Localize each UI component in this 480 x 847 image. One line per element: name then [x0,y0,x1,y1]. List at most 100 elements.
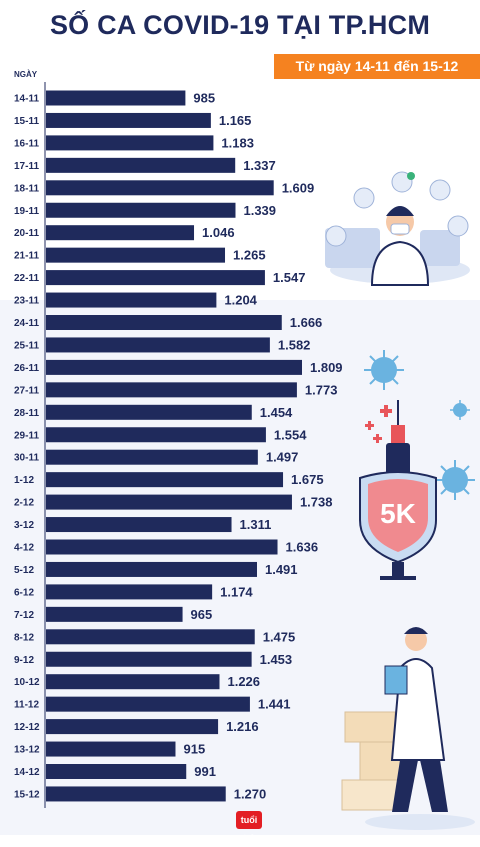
bar [46,292,217,308]
value-label: 965 [191,607,213,622]
category-label: 26-11 [14,363,39,374]
value-label: 1.204 [224,293,257,308]
bar [46,764,187,779]
category-label: 19-11 [14,206,39,217]
bar [46,112,211,128]
value-label: 1.226 [227,674,260,689]
category-label: 29-11 [14,430,39,441]
bar [46,606,183,622]
bar [46,539,278,555]
bar [46,135,214,151]
bar [46,494,292,510]
bar [46,427,266,443]
value-label: 1.491 [265,562,298,577]
category-label: 28-11 [14,408,39,419]
bar [46,449,258,465]
value-label: 1.174 [220,584,253,599]
bar [46,315,282,330]
bar [46,696,250,712]
value-label: 1.454 [260,405,293,420]
value-label: 1.773 [305,382,338,397]
plus-signs [365,405,392,443]
category-label: 23-11 [14,296,39,307]
category-label: 6-12 [14,587,34,598]
svg-text:5K: 5K [380,498,416,529]
doctor-clipboard-illustration [341,627,475,830]
category-label: 5-12 [14,565,34,576]
category-label: 13-12 [14,745,40,756]
category-label: 4-12 [14,543,34,554]
value-label: 1.216 [226,719,259,734]
value-label: 1.554 [274,427,307,442]
bar [46,629,255,645]
category-label: 14-11 [14,94,39,105]
bar [46,561,257,577]
bar [46,90,186,106]
bar [46,225,195,241]
category-label: 12-12 [14,722,40,733]
value-label: 1.675 [291,472,324,487]
category-label: 30-11 [14,453,39,464]
date-range-text: Từ ngày 14-11 đến 15-12 [295,58,459,74]
value-label: 991 [194,764,216,779]
bar [46,270,265,286]
value-label: 1.270 [234,786,267,801]
bars-group: 14-11 985 15-11 1.165 16-11 1.183 17-11 1.337 18… [14,90,343,802]
bar [46,517,232,533]
value-label: 1.582 [278,337,311,352]
category-label: 22-11 [14,273,39,284]
value-label: 1.265 [233,248,266,263]
bar [46,247,226,263]
value-label: 1.046 [202,225,235,240]
category-label: 2-12 [14,498,34,509]
value-label: 1.475 [263,629,296,644]
bar [46,337,270,353]
chart-title: SỐ CA COVID-19 TẠI TP.HCM [49,10,431,40]
category-label: 3-12 [14,520,34,531]
value-label: 915 [183,742,205,757]
category-label: 24-11 [14,318,39,329]
category-label: 15-12 [14,789,40,800]
category-label: 17-11 [14,161,39,172]
vaccine-syringe-5k-shield: 5K [359,400,437,580]
value-label: 1.609 [282,180,315,195]
bar [46,719,219,735]
category-label: 16-11 [14,138,39,149]
category-label: 21-11 [14,251,39,262]
category-label: 10-12 [14,677,40,688]
value-label: 1.441 [258,697,291,712]
value-label: 1.738 [300,495,333,510]
value-label: 1.453 [260,652,293,667]
bar [46,382,297,398]
category-label: 18-11 [14,183,39,194]
bar [46,674,220,690]
doctor-with-icons-illustration [325,171,470,286]
value-label: 1.497 [266,450,299,465]
category-label: 9-12 [14,655,34,666]
bar [46,359,302,375]
category-label: 11-12 [14,700,39,711]
value-label: 1.337 [243,158,276,173]
value-label: 1.165 [219,113,252,128]
value-label: 1.339 [243,203,276,218]
bar [46,741,176,757]
bar [46,180,274,196]
date-range-badge: Từ ngày 14-11 đến 15-12 [274,54,480,79]
category-label: 14-12 [14,767,40,778]
category-label: 27-11 [14,385,39,396]
value-label: 1.183 [221,135,254,150]
bar [46,157,236,173]
bar [46,651,252,667]
category-label: 7-12 [14,610,34,621]
bar [46,584,213,600]
category-label: 15-11 [14,116,39,127]
tuoitre-logo: tuổi trẻ [236,811,262,843]
value-label: 1.809 [310,360,343,375]
category-label: 25-11 [14,340,39,351]
bar [46,202,236,218]
category-label: 8-12 [14,632,34,643]
value-label: 1.547 [273,270,306,285]
value-label: 1.636 [286,540,319,555]
axis-label-days: NGÀY [14,70,38,79]
